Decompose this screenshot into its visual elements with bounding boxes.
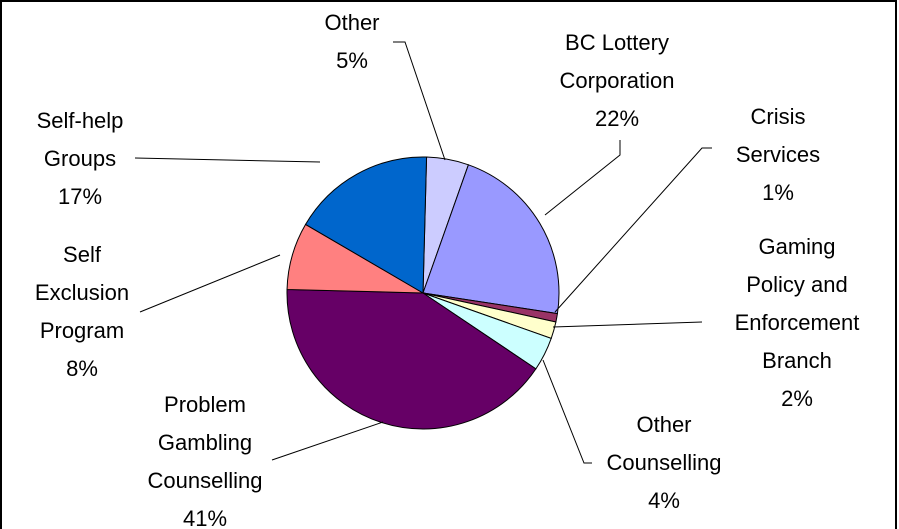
slice-percent: 2% <box>781 386 813 411</box>
leader-line <box>139 254 281 313</box>
slice-percent: 17% <box>57 184 103 209</box>
slice-percent: 8% <box>66 356 98 381</box>
slice-name: BC Lottery Corporation <box>559 30 675 93</box>
slice-name: Self Exclusion Program <box>34 242 130 343</box>
slice-percent: 4% <box>648 488 680 513</box>
slice-percent: 5% <box>336 48 368 73</box>
slice-name: Self-help Groups <box>36 108 124 171</box>
slice-label: Gaming Policy and Enforcement Branch 2% <box>729 228 865 418</box>
pie-slice <box>422 164 560 315</box>
leader-line <box>393 41 446 161</box>
leader-line <box>271 421 384 461</box>
slice-name: Other Counselling <box>606 412 722 475</box>
slice-name: Crisis Services <box>735 104 821 167</box>
slice-label: Other Counselling 4% <box>599 406 729 520</box>
leader-line <box>554 147 712 313</box>
slice-percent: 22% <box>594 106 640 131</box>
slice-name: Gaming Policy and Enforcement Branch <box>734 234 860 373</box>
leader-line <box>544 140 621 216</box>
slice-label: Self-help Groups 17% <box>22 102 138 216</box>
pie-slice <box>304 156 428 294</box>
slice-percent: 41% <box>182 506 228 529</box>
slice-name: Problem Gambling Counselling <box>147 392 263 493</box>
slice-label: Problem Gambling Counselling 41% <box>140 386 270 529</box>
slice-label: BC Lottery Corporation 22% <box>547 24 687 138</box>
leader-line <box>552 321 703 328</box>
slice-label: Crisis Services 1% <box>728 98 828 212</box>
leader-line <box>134 157 321 163</box>
slice-label: Other 5% <box>312 4 392 80</box>
leader-line <box>542 359 592 464</box>
slice-label: Self Exclusion Program 8% <box>27 236 137 388</box>
slice-percent: 1% <box>762 180 794 205</box>
slice-name: Other <box>324 10 380 35</box>
